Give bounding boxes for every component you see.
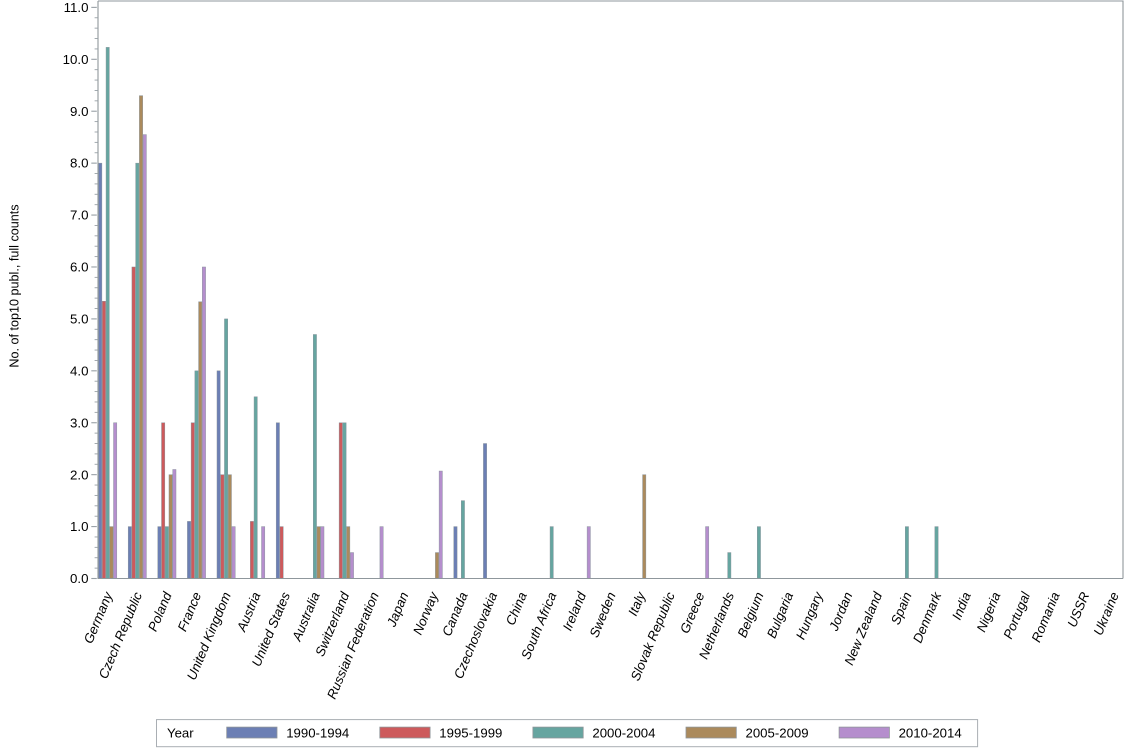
svg-text:2000-2004: 2000-2004 <box>592 726 655 741</box>
svg-text:4.0: 4.0 <box>70 363 89 378</box>
svg-text:11.0: 11.0 <box>64 0 89 15</box>
svg-text:0.0: 0.0 <box>70 571 89 586</box>
svg-text:9.0: 9.0 <box>70 104 89 119</box>
svg-text:1990-1994: 1990-1994 <box>286 726 349 741</box>
svg-text:3.0: 3.0 <box>70 415 89 430</box>
svg-text:5.0: 5.0 <box>70 312 89 327</box>
svg-text:1995-1999: 1995-1999 <box>439 726 502 741</box>
svg-text:2005-2009: 2005-2009 <box>746 726 809 741</box>
svg-text:No. of top10 publ., full count: No. of top10 publ., full counts <box>8 204 22 367</box>
svg-text:10.0: 10.0 <box>63 52 89 67</box>
svg-text:2.0: 2.0 <box>70 467 89 482</box>
svg-text:7.0: 7.0 <box>70 208 89 223</box>
svg-text:1.0: 1.0 <box>70 519 89 534</box>
svg-text:2010-2014: 2010-2014 <box>899 726 962 741</box>
svg-text:6.0: 6.0 <box>70 260 89 275</box>
svg-text:Year: Year <box>167 726 194 741</box>
svg-text:8.0: 8.0 <box>70 156 89 171</box>
